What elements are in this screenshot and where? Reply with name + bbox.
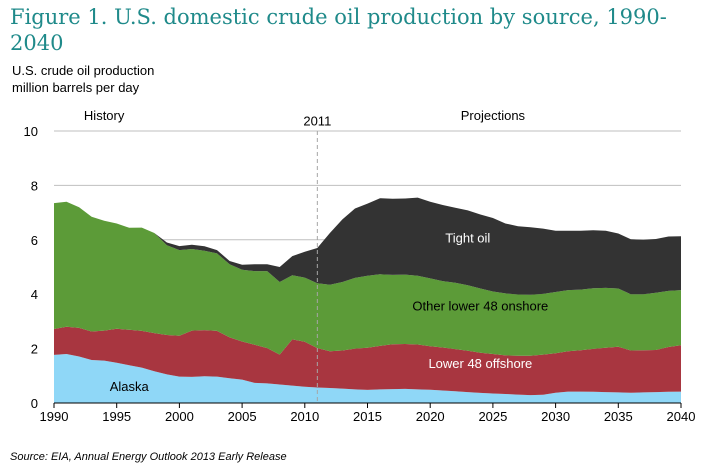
label-tight-oil: Tight oil xyxy=(445,231,490,246)
area-other-lower-48-onshore xyxy=(54,201,681,356)
y-tick-label-0: 0 xyxy=(31,396,38,411)
x-tick-label-2005: 2005 xyxy=(228,409,257,424)
label-2011: 2011 xyxy=(303,114,331,129)
label-lower-48-offshore: Lower 48 offshore xyxy=(428,356,532,371)
x-tick-label-2040: 2040 xyxy=(667,409,696,424)
y-axis-label-line1: U.S. crude oil production xyxy=(12,63,155,78)
x-tick-label-2035: 2035 xyxy=(604,409,633,424)
x-tick-label-2020: 2020 xyxy=(416,409,445,424)
y-axis-label: U.S. crude oil production million barrel… xyxy=(12,62,154,96)
x-tick-label-2000: 2000 xyxy=(165,409,194,424)
x-tick-label-1990: 1990 xyxy=(40,409,69,424)
y-tick-label-4: 4 xyxy=(31,287,38,302)
area-alaska xyxy=(54,354,681,403)
source-note: Source: EIA, Annual Energy Outlook 2013 … xyxy=(10,451,287,463)
x-tick-label-2025: 2025 xyxy=(478,409,507,424)
x-tick-label-2010: 2010 xyxy=(290,409,319,424)
label-other-lower-48-onshore: Other lower 48 onshore xyxy=(412,299,548,314)
x-tick-label-2015: 2015 xyxy=(353,409,382,424)
y-tick-label-6: 6 xyxy=(31,233,38,248)
label-history: History xyxy=(84,108,125,123)
chart-title: Figure 1. U.S. domestic crude oil produc… xyxy=(10,5,667,55)
axes: 1990 1995 2000 2005 2010 2015 2020 2025 2030 2035… xyxy=(24,124,696,424)
y-tick-label-8: 8 xyxy=(31,178,38,193)
label-projections: Projections xyxy=(461,108,526,123)
y-tick-label-10: 10 xyxy=(24,124,38,139)
label-alaska: Alaska xyxy=(110,379,150,394)
series-areas xyxy=(54,197,681,403)
area-tight-oil xyxy=(54,197,681,295)
area-lower-48-offshore xyxy=(54,326,681,396)
annotations: History 2011 Projections Tight oil Other low… xyxy=(84,108,548,394)
y-tick-label-2: 2 xyxy=(31,342,38,357)
y-axis-label-line2: million barrels per day xyxy=(12,80,140,95)
x-tick-label-2030: 2030 xyxy=(541,409,570,424)
x-tick-label-1995: 1995 xyxy=(102,409,131,424)
